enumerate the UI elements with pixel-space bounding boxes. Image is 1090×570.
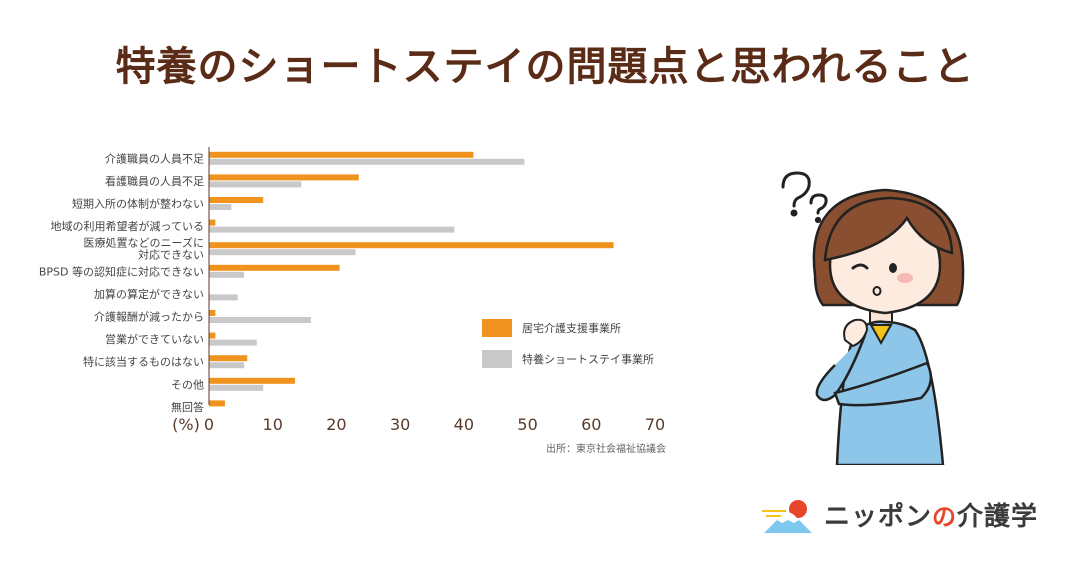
bar-tokuyo-9 (209, 362, 245, 369)
legend-item-series2: 特養ショートステイ事業所 (482, 349, 654, 369)
bar-tokuyo-6 (209, 294, 238, 301)
x-tick-label: 10 (263, 415, 283, 434)
category-label: 地域の利用希望者が減っている (51, 219, 204, 233)
brand-suffix: 介護学 (957, 502, 1039, 532)
bar-kyotaku-5 (209, 264, 340, 271)
bar-kyotaku-10 (209, 377, 296, 384)
bar-kyotaku-4 (209, 242, 614, 249)
category-label: 営業ができていない (105, 332, 204, 346)
category-label: 無回答 (171, 400, 204, 414)
category-label: 医療処置などのニーズに対応できない (84, 236, 204, 262)
bar-kyotaku-3 (209, 219, 216, 226)
bar-kyotaku-2 (209, 197, 264, 203)
brand-name: ニッポンの介護学 (824, 496, 1038, 533)
bar-tokuyo-2 (209, 204, 232, 210)
legend-item-series1: 居宅介護支援事業所 (482, 318, 654, 338)
bar-tokuyo-7 (209, 317, 311, 323)
bar-tokuyo-10 (209, 384, 264, 391)
legend-swatch-orange (482, 319, 512, 337)
bar-tokuyo-1 (209, 181, 302, 188)
bar-kyotaku-0 (209, 151, 474, 158)
brand-logo: ニッポンの介護学 (760, 496, 1038, 533)
question-mark-icon (781, 171, 828, 224)
legend: 居宅介護支援事業所 特養ショートステイ事業所 (482, 318, 654, 380)
legend-swatch-gray (482, 350, 512, 368)
bar-tokuyo-0 (209, 158, 525, 165)
x-tick-label: 30 (390, 415, 410, 434)
x-tick-label: 20 (326, 415, 346, 434)
category-label: 看護職員の人員不足 (105, 174, 204, 188)
category-label: 短期入所の体制が整わない (72, 197, 204, 211)
category-label: 介護報酬が減ったから (94, 310, 204, 324)
bar-tokuyo-8 (209, 339, 257, 346)
legend-label: 居宅介護支援事業所 (522, 322, 621, 335)
page-title: 特養のショートステイの問題点と思われること (115, 44, 975, 90)
bar-tokuyo-5 (209, 271, 245, 278)
category-label: BPSD 等の認知症に対応できない (39, 264, 204, 278)
category-label: 介護職員の人員不足 (105, 151, 204, 165)
category-label: 加算の算定ができない (94, 287, 204, 301)
bar-kyotaku-7 (209, 310, 216, 316)
bar-kyotaku-11 (209, 400, 225, 407)
brand-prefix: ニッポン (824, 502, 933, 532)
bar-kyotaku-8 (209, 332, 216, 339)
x-tick-label: 60 (581, 415, 601, 434)
brand-particle: の (932, 503, 958, 531)
source-note: 出所：東京社会福祉協議会 (546, 444, 666, 455)
bar-tokuyo-4 (209, 249, 356, 256)
bar-kyotaku-9 (209, 355, 248, 362)
x-tick-label: 0 (204, 415, 214, 434)
x-tick-label: 40 (454, 415, 474, 434)
x-tick-label: 50 (517, 415, 537, 434)
thinking-woman-illustration (781, 171, 965, 465)
mount-fuji-logo-icon (762, 499, 812, 533)
legend-label: 特養ショートステイ事業所 (522, 353, 654, 366)
bar-kyotaku-1 (209, 174, 359, 181)
category-label: その他 (171, 378, 204, 391)
x-unit-label: (%) (172, 415, 200, 434)
bar-tokuyo-3 (209, 226, 455, 233)
category-label: 特に該当するものはない (83, 355, 204, 369)
x-tick-label: 70 (645, 415, 665, 434)
